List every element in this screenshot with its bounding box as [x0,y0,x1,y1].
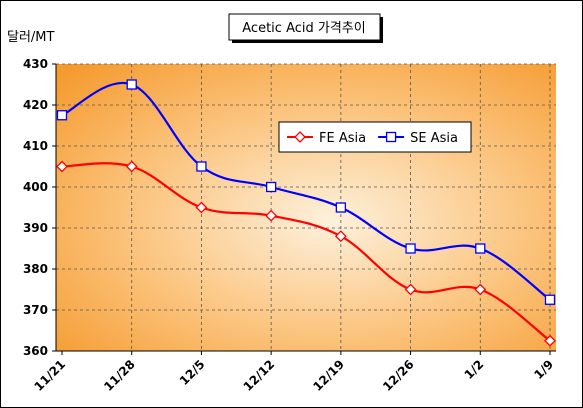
data-point-series-2 [475,243,486,254]
legend-label-1: FE Asia [319,131,366,146]
x-tick-label: 12/12 [241,357,278,394]
x-tick-label: 11/28 [101,357,138,394]
data-point-series-1 [404,283,417,296]
y-tick-label: 390 [23,221,48,235]
y-tick-label: 360 [23,344,48,358]
x-tick-label: 1/9 [531,357,556,382]
x-tick-label: 1/2 [462,357,487,382]
y-tick-label: 430 [23,57,48,71]
data-point-series-2 [56,110,68,121]
data-point-series-1 [125,160,138,173]
title-box [228,13,381,41]
chart-title: Acetic Acid 가격추이 [242,21,365,36]
data-point-series-1 [265,209,278,222]
data-point-series-1 [544,334,556,347]
y-tick-label: 420 [23,98,48,112]
data-point-series-2 [265,181,277,193]
x-tick-label: 12/26 [380,357,417,394]
data-point-series-2 [405,243,416,254]
data-point-series-2 [544,294,556,305]
legend: FE Asia SE Asia [278,121,472,153]
x-tick-label: 11/21 [32,357,69,394]
y-tick-label: 370 [23,303,48,317]
data-point-series-1 [334,230,347,243]
y-axis-label: 달러/MT [7,30,55,45]
data-point-series-2 [126,79,137,90]
data-point-series-2 [196,161,207,172]
data-point-series-1 [56,160,68,173]
y-tick-label: 380 [23,262,48,276]
y-tick-label: 400 [23,180,48,194]
legend-marker [385,131,397,143]
y-tick-label: 410 [23,139,48,153]
data-point-series-1 [474,283,487,296]
x-tick-label: 12/5 [177,357,208,388]
plot-area [56,64,556,351]
data-point-series-2 [335,202,347,213]
legend-label-2: SE Asia [410,131,458,146]
x-tick-label: 12/19 [310,357,347,394]
grid [56,63,556,351]
data-point-series-1 [195,201,208,214]
series [56,79,556,347]
legend-marker [294,131,306,143]
